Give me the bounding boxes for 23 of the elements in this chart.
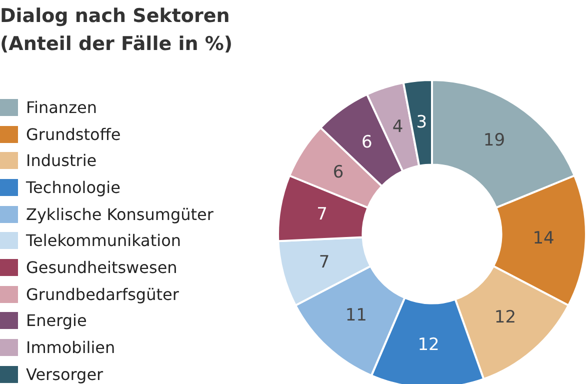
data-label: 3: [416, 112, 428, 132]
legend-label: Immobilien: [26, 338, 116, 358]
data-label: 7: [318, 252, 330, 273]
legend-label: Technologie: [26, 178, 120, 197]
legend-label: Industrie: [26, 151, 97, 170]
data-label: 14: [532, 228, 554, 249]
legend-label: Gesundheitswesen: [26, 258, 178, 277]
data-label: 6: [332, 162, 344, 183]
legend-label: Finanzen: [26, 98, 97, 117]
data-label: 12: [494, 308, 516, 328]
legend-label: Telekommunikation: [26, 231, 182, 250]
legend-label: Versorger: [26, 364, 104, 384]
data-label: 7: [316, 204, 328, 224]
legend-label: Grundbedarfsgüter: [26, 284, 179, 304]
data-label: 11: [345, 305, 367, 326]
chart-title: Dialog nach Sektoren (Anteil der Fälle in %): [0, 4, 234, 57]
legend-label: Grundstoffe: [26, 124, 121, 144]
data-label: 6: [362, 132, 372, 153]
data-label: 12: [418, 335, 440, 356]
legend-label: Energie: [26, 311, 87, 330]
data-label: 4: [392, 117, 404, 138]
legend-label: Zyklische Konsumgüter: [26, 204, 214, 224]
data-label: 19: [483, 130, 506, 151]
